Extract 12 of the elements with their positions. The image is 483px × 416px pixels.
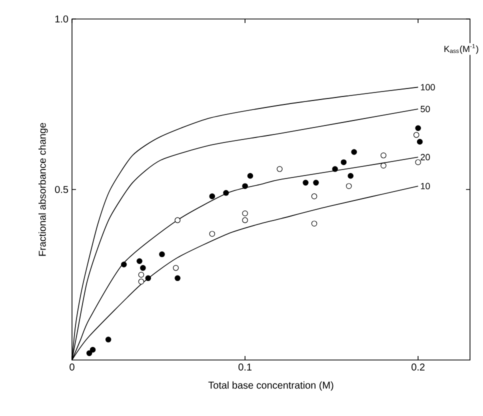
- x-axis-title: Total base concentration (M): [208, 381, 334, 391]
- y-tick-label: 1.0: [55, 15, 68, 23]
- series-label: 10: [420, 182, 430, 190]
- y-tick-label: 0.5: [55, 186, 68, 194]
- x-tick-label: 0.2: [412, 364, 425, 371]
- legend-title: K$_{ass}$(M$^{-1}$): [444, 44, 478, 54]
- x-tick-label: 0: [70, 364, 74, 371]
- y-axis-title: Fractional absorbance change: [38, 122, 48, 256]
- series-label: 20: [420, 154, 430, 160]
- series-label: 100: [420, 84, 435, 90]
- series-label: 50: [420, 106, 430, 112]
- x-tick-label: 0.1: [238, 364, 252, 371]
